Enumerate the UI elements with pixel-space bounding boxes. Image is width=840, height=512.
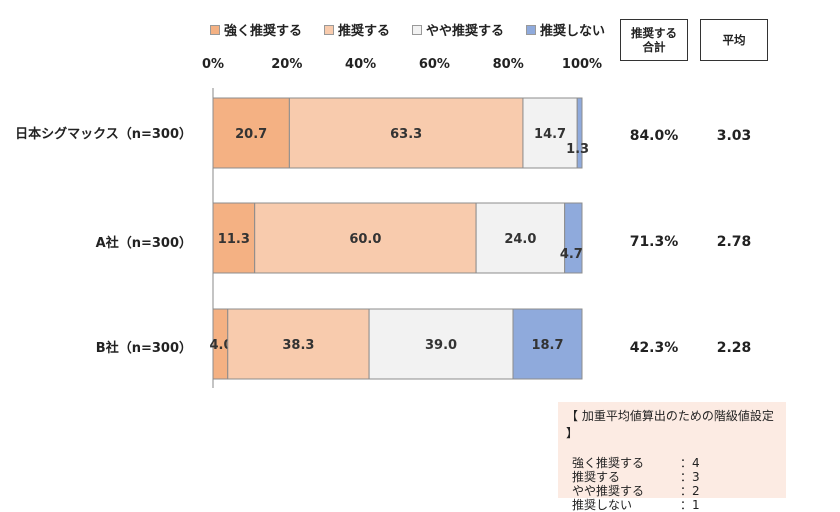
bar-segment — [576, 97, 583, 169]
category-label: 日本シグマックス（n=300） — [15, 127, 192, 142]
bar-segment — [212, 202, 256, 274]
x-tick-label: 40% — [345, 57, 376, 72]
legend-item: 推奨しない — [526, 20, 605, 39]
average-header: 平均 — [700, 19, 768, 61]
total-value: 71.3% — [629, 234, 679, 250]
data-label: 18.7 — [531, 338, 563, 353]
data-label: 4.0 — [209, 338, 232, 353]
note-row: やや推奨する ：2 — [566, 484, 778, 498]
data-label: 4.7 — [560, 247, 583, 262]
data-label: 14.7 — [534, 127, 566, 142]
legend-swatch — [526, 24, 537, 35]
data-label: 24.0 — [504, 232, 536, 247]
score-note: 【 加重平均値算出のための階級値設定 】 強く推奨する ：4 推奨する ：3 やや推… — [558, 402, 786, 512]
note-value: ：1 — [680, 498, 700, 512]
x-tick-label: 80% — [493, 57, 524, 72]
data-label: 38.3 — [282, 338, 314, 353]
data-label: 20.7 — [235, 127, 267, 142]
bar-segment — [522, 97, 578, 169]
note-row: 推奨する ：3 — [566, 470, 778, 484]
note-label: 推奨しない — [572, 498, 633, 512]
x-tick-label: 20% — [271, 57, 302, 72]
x-tick-label: 0% — [202, 57, 224, 72]
bar-segment — [564, 202, 583, 274]
data-label: 60.0 — [349, 232, 381, 247]
bar-segment — [227, 308, 370, 380]
legend-swatch — [210, 24, 220, 35]
average-value: 2.78 — [716, 234, 752, 250]
legend-swatch — [324, 24, 335, 35]
legend-label: 強く推奨する — [224, 24, 303, 39]
note-value: ：2 — [680, 484, 700, 498]
bar-segment — [254, 202, 477, 274]
note-row: 強く推奨する ：4 — [566, 456, 778, 470]
data-label: 63.3 — [390, 127, 422, 142]
note-row: 推奨しない ：1 — [566, 498, 778, 512]
bar-segment — [212, 97, 290, 169]
data-label: 11.3 — [218, 232, 250, 247]
note-label: やや推奨する — [572, 484, 645, 498]
category-label: B社（n=300） — [95, 341, 192, 356]
legend-label: やや推奨する — [426, 24, 505, 39]
note-label: 強く推奨する — [572, 456, 645, 470]
legend-item: 推奨する — [324, 20, 390, 39]
average-value: 2.28 — [716, 340, 752, 356]
bar-segment — [512, 308, 583, 380]
total-value: 84.0% — [629, 128, 679, 144]
x-tick-label: 100% — [562, 57, 602, 72]
category-label: A社（n=300） — [95, 236, 192, 251]
bar-segment — [475, 202, 566, 274]
legend-label: 推奨する — [338, 24, 391, 39]
note-value: ：3 — [680, 470, 700, 484]
note-value: ：4 — [680, 456, 700, 470]
legend-swatch — [412, 24, 423, 35]
average-value: 3.03 — [716, 128, 752, 144]
x-tick-label: 60% — [419, 57, 450, 72]
bar-segment — [288, 97, 524, 169]
data-label: 39.0 — [425, 338, 457, 353]
bar-segment — [368, 308, 514, 380]
total-value: 42.3% — [629, 340, 679, 356]
total-header: 推奨する 合計 — [620, 19, 688, 61]
legend: 強く推奨する 推奨する やや推奨する 推奨しない — [210, 20, 627, 39]
legend-item: やや推奨する — [412, 20, 504, 39]
data-label: 1.3 — [566, 142, 589, 157]
note-label: 推奨する — [572, 470, 621, 484]
legend-label: 推奨しない — [540, 24, 606, 39]
stacked-bar-chart: 0% 20% 40% 60% 80% 100% 20.7 63.3 14.71.3 11.3 60.… — [202, 57, 602, 388]
legend-item: 強く推奨する — [210, 20, 302, 39]
note-title: 【 加重平均値算出のための階級値設定 】 — [566, 409, 774, 440]
